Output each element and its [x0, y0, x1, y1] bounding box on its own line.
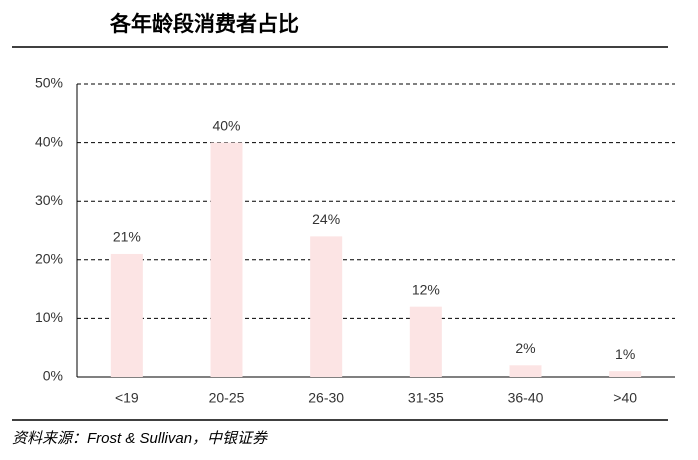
bar: [509, 365, 542, 377]
y-tick-label: 20%: [35, 251, 63, 267]
bar: [409, 306, 442, 377]
y-tick-label: 10%: [35, 309, 63, 325]
chart-title: 各年龄段消费者占比: [109, 12, 299, 36]
bar: [210, 142, 243, 377]
x-tick-label: 26-30: [308, 390, 344, 406]
value-label: 2%: [515, 340, 535, 356]
x-tick-label: 20-25: [209, 390, 245, 406]
bar: [310, 236, 343, 377]
value-label: 40%: [212, 117, 240, 133]
value-label: 21%: [113, 229, 141, 245]
y-tick-label: 30%: [35, 192, 63, 208]
x-tick-label: <19: [115, 390, 139, 406]
x-tick-label: >40: [613, 390, 637, 406]
y-tick-label: 40%: [35, 133, 63, 149]
value-label: 1%: [615, 346, 635, 362]
x-tick-label: 31-35: [408, 390, 444, 406]
bar: [609, 371, 642, 377]
x-tick-label: 36-40: [508, 390, 544, 406]
y-tick-label: 50%: [35, 75, 63, 91]
y-tick-label: 0%: [43, 368, 63, 384]
source: 资料来源：Frost & Sullivan，中银证券: [12, 430, 268, 447]
value-label: 24%: [312, 211, 340, 227]
bar: [110, 253, 143, 377]
value-label: 12%: [412, 281, 440, 297]
